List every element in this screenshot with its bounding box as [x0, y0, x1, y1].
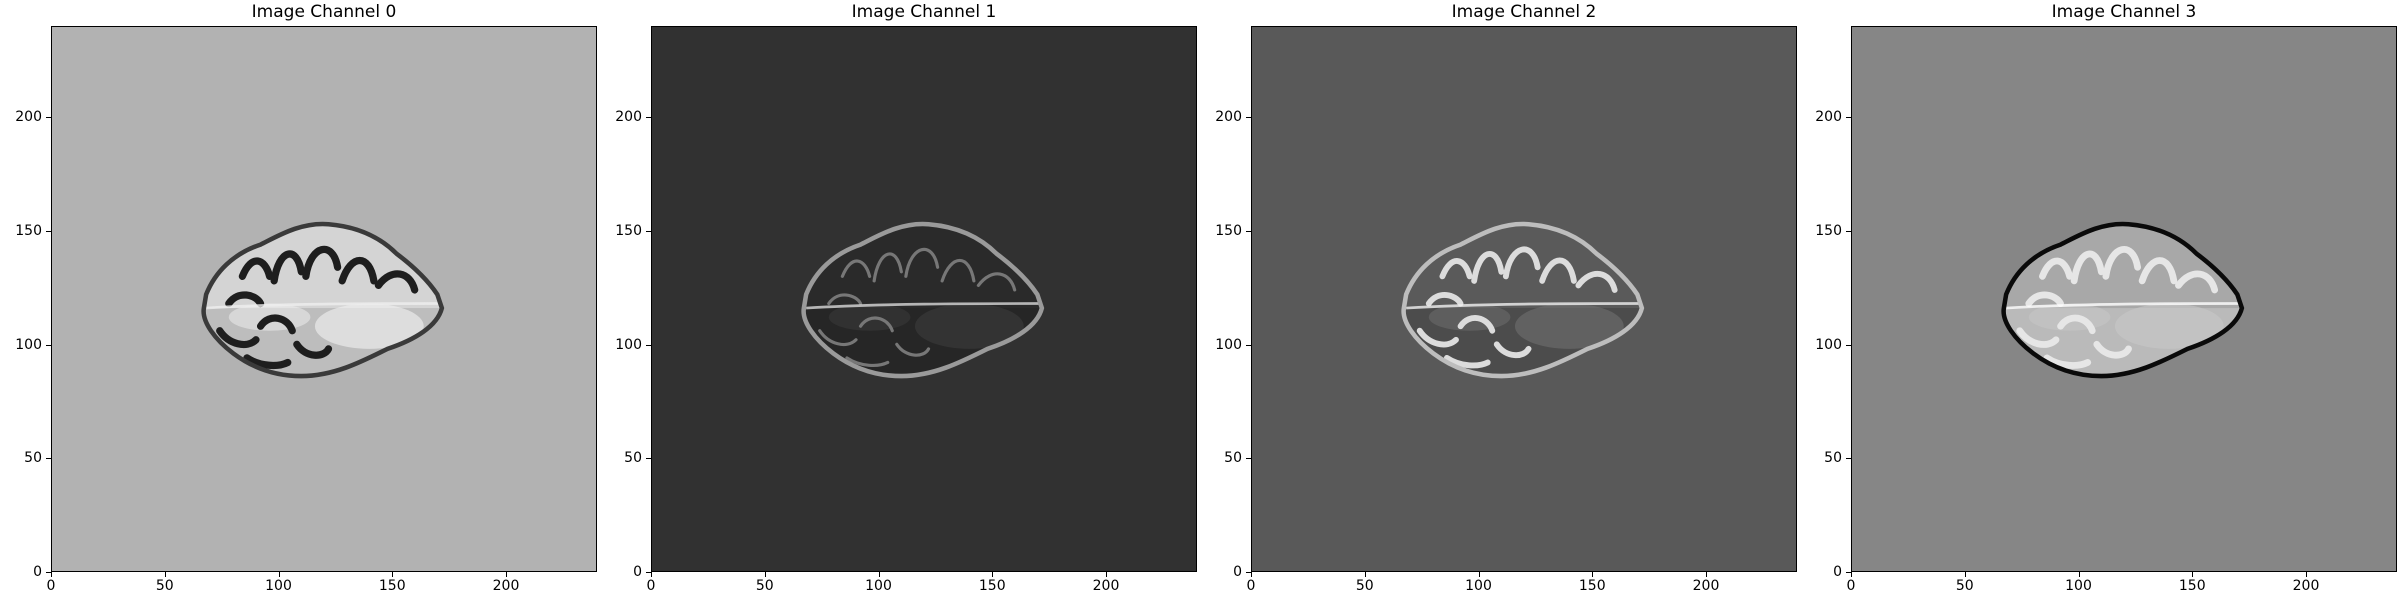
y-tick-label: 0	[633, 564, 642, 580]
x-tick	[1706, 572, 1707, 577]
brain-slice	[1403, 224, 1642, 377]
image-axes	[51, 26, 597, 572]
y-tick-label: 50	[624, 450, 642, 467]
y-tick	[46, 572, 51, 573]
y-tick	[1846, 117, 1851, 118]
y-tick-label: 100	[1815, 336, 1842, 353]
x-tick	[1851, 572, 1852, 577]
y-tick-label: 50	[1824, 450, 1842, 467]
channel-panel-3: Image Channel 3 0 50 100 150 200 0 50 100 150 200	[1800, 0, 2400, 600]
mri-slice-image	[1252, 27, 1796, 571]
panel-title: Image Channel 2	[1451, 2, 1597, 22]
y-tick-label: 200	[1215, 109, 1242, 125]
x-tick	[764, 572, 766, 577]
x-tick-label: 50	[1955, 578, 1974, 594]
x-tick	[164, 572, 166, 577]
y-tick-label: 100	[615, 336, 642, 353]
x-tick-label: 200	[1092, 578, 1120, 594]
y-tick-label: 50	[1224, 450, 1242, 467]
x-tick-label: 200	[492, 578, 520, 594]
y-tick-label: 150	[1815, 222, 1842, 239]
x-tick	[392, 572, 394, 577]
x-tick-label: 100	[265, 578, 292, 594]
panel-title: Image Channel 3	[2051, 2, 2197, 22]
channel-panel-1: Image Channel 1 0 50 100 150 200 0 50 100 150 200	[600, 0, 1200, 600]
y-tick	[1246, 572, 1251, 573]
y-tick-label: 100	[1215, 336, 1242, 353]
y-tick	[46, 230, 51, 232]
y-tick	[646, 344, 651, 346]
x-tick-label: 50	[1355, 578, 1374, 594]
x-tick	[506, 572, 507, 577]
mri-slice-image	[52, 27, 596, 571]
x-tick-label: 0	[646, 578, 656, 594]
y-tick	[646, 572, 651, 573]
mri-slice-image	[1852, 27, 2396, 571]
x-tick	[278, 572, 280, 577]
brain-slice	[2003, 224, 2242, 377]
image-axes	[1851, 26, 2397, 572]
y-tick-label: 200	[15, 109, 42, 125]
y-tick-label: 50	[24, 450, 42, 467]
x-tick-label: 150	[1578, 578, 1606, 594]
y-tick	[1846, 344, 1851, 346]
y-tick-label: 200	[1815, 109, 1842, 125]
y-tick	[46, 344, 51, 346]
y-tick	[1246, 344, 1251, 346]
x-tick	[1106, 572, 1107, 577]
x-tick-label: 0	[1846, 578, 1856, 594]
mri-slice-image	[652, 27, 1196, 571]
y-tick-label: 200	[615, 109, 642, 125]
y-tick	[646, 117, 651, 118]
x-tick-label: 0	[1246, 578, 1256, 594]
y-tick	[46, 458, 51, 460]
y-tick-label: 0	[1833, 564, 1842, 580]
y-tick	[1246, 230, 1251, 232]
y-tick-label: 0	[1233, 564, 1242, 580]
y-tick-label: 0	[33, 564, 42, 580]
channel-panel-0: Image Channel 0 0 50 100 150 200 0 50 100 150 200	[0, 0, 600, 600]
x-tick	[1251, 572, 1252, 577]
y-tick-label: 100	[15, 336, 42, 353]
channel-panel-2: Image Channel 2 0 50 100 150 200 0 50 100 150 200	[1200, 0, 1800, 600]
x-tick-label: 150	[378, 578, 406, 594]
y-tick	[1846, 458, 1851, 460]
x-tick	[2078, 572, 2080, 577]
y-tick	[1846, 572, 1851, 573]
y-tick-label: 150	[1215, 222, 1242, 239]
x-tick	[878, 572, 880, 577]
y-tick	[646, 458, 651, 460]
x-tick	[651, 572, 652, 577]
x-tick	[51, 572, 52, 577]
x-tick	[1364, 572, 1366, 577]
x-tick	[992, 572, 994, 577]
y-tick-label: 150	[15, 222, 42, 239]
image-axes	[1251, 26, 1797, 572]
y-tick	[646, 230, 651, 232]
y-tick-label: 150	[615, 222, 642, 239]
x-tick-label: 50	[155, 578, 174, 594]
x-tick	[2192, 572, 2194, 577]
x-tick-label: 200	[1692, 578, 1720, 594]
x-tick-label: 200	[2292, 578, 2320, 594]
image-axes	[651, 26, 1197, 572]
y-tick	[1846, 230, 1851, 232]
x-tick	[1592, 572, 1594, 577]
x-tick-label: 100	[2065, 578, 2092, 594]
x-tick-label: 100	[1465, 578, 1492, 594]
x-tick-label: 100	[865, 578, 892, 594]
x-tick	[1478, 572, 1480, 577]
x-tick-label: 150	[978, 578, 1006, 594]
x-tick-label: 150	[2178, 578, 2206, 594]
panel-title: Image Channel 0	[251, 2, 397, 22]
y-tick	[1246, 117, 1251, 118]
y-tick	[1246, 458, 1251, 460]
x-tick-label: 0	[46, 578, 56, 594]
y-tick	[46, 117, 51, 118]
x-tick-label: 50	[755, 578, 774, 594]
panel-title: Image Channel 1	[851, 2, 997, 22]
x-tick	[2306, 572, 2307, 577]
x-tick	[1964, 572, 1966, 577]
